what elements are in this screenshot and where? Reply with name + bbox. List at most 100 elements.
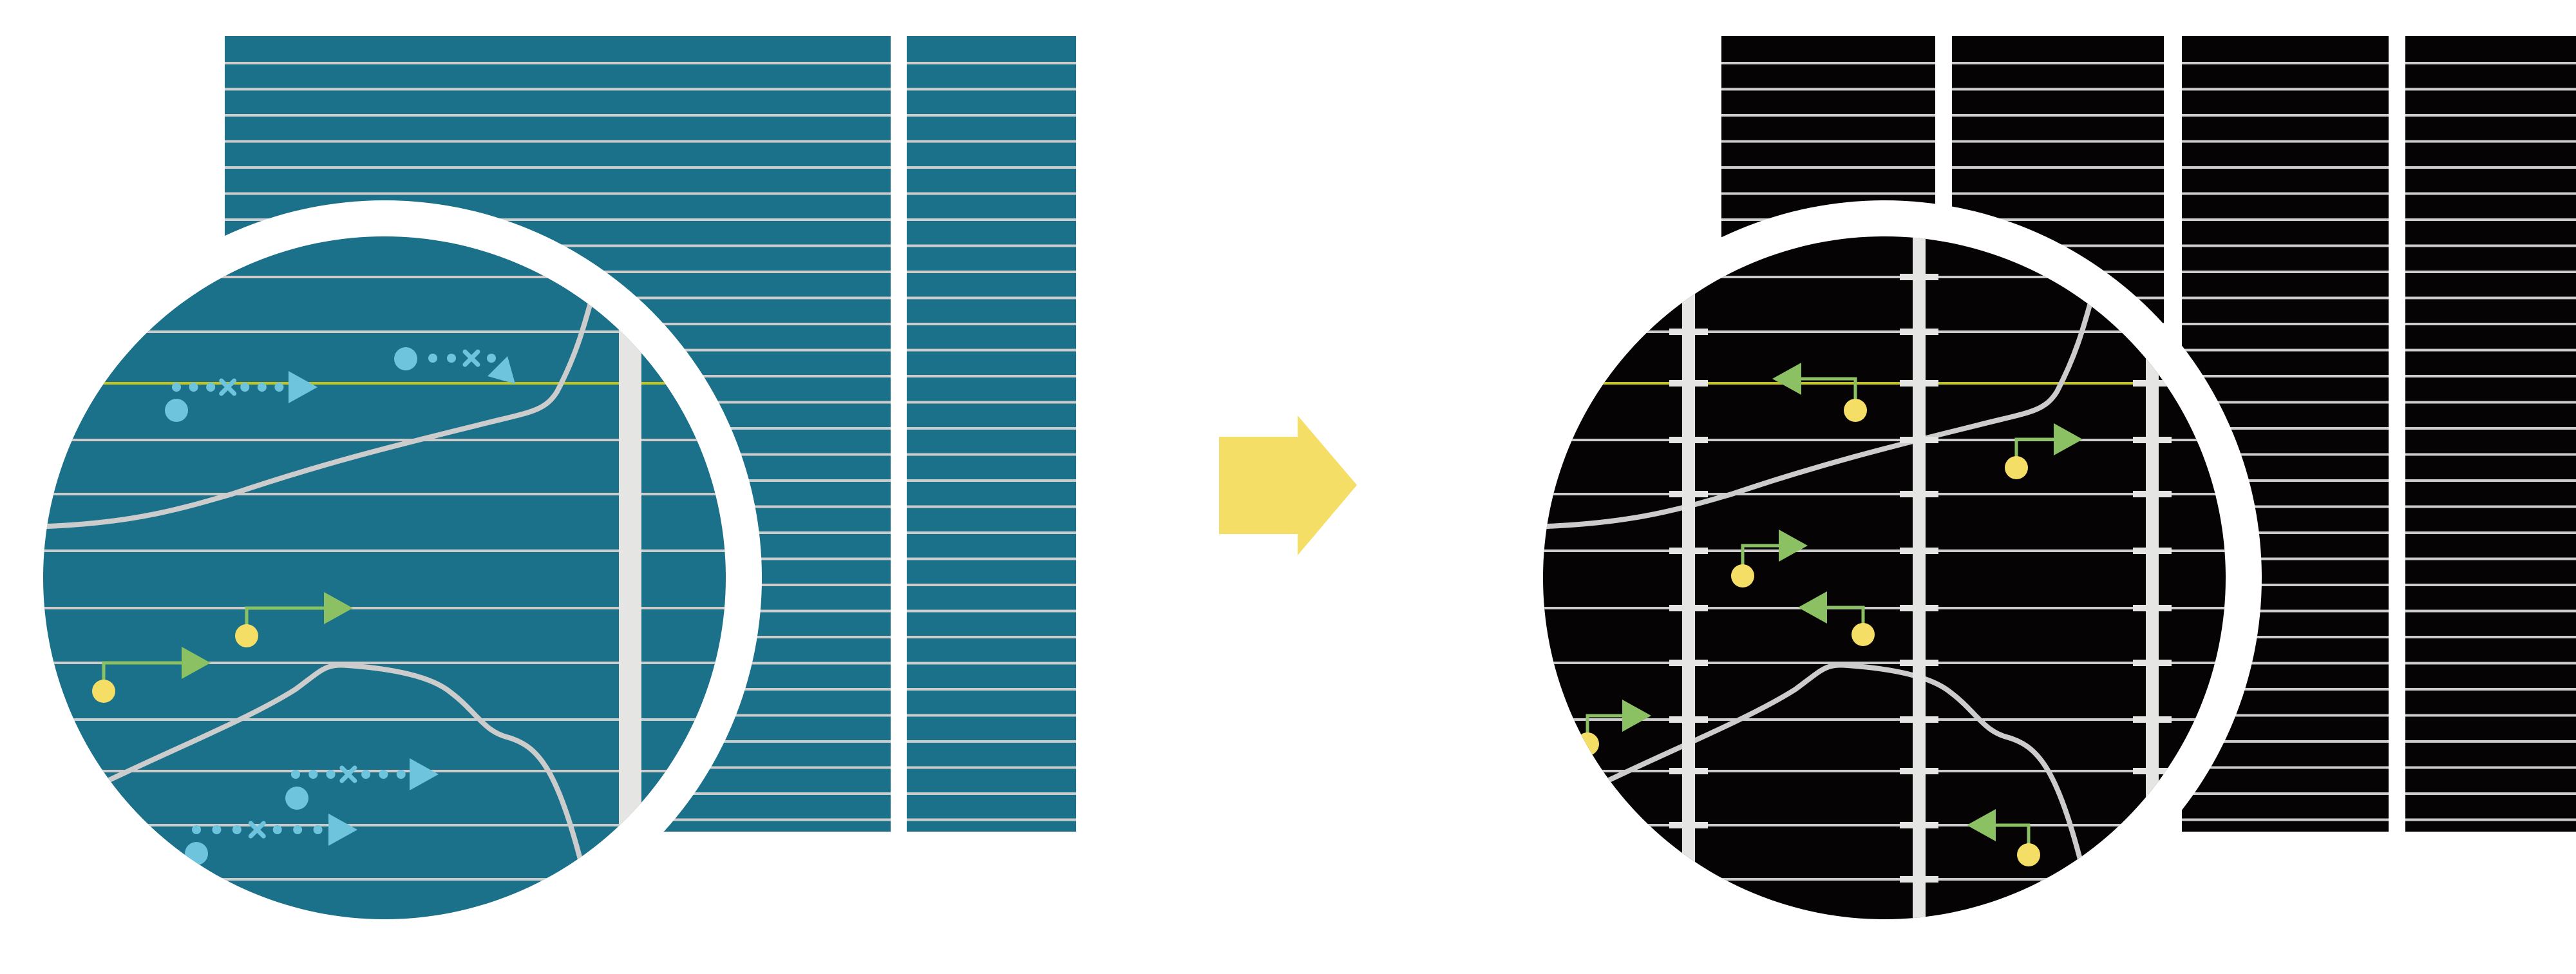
grid-line [2405, 323, 2576, 325]
grid-line [2182, 505, 2389, 508]
grid-line [907, 244, 1076, 247]
panel-column [907, 36, 1076, 832]
arrowhead [410, 758, 439, 790]
trail-dot [379, 770, 388, 779]
divider-tick [1900, 876, 1938, 883]
grid-line [225, 166, 891, 169]
grid-line [2182, 192, 2389, 195]
grid-line [2405, 401, 2576, 404]
grid-line [1543, 878, 2226, 881]
grid-line [2405, 792, 2576, 795]
trail-dot [206, 383, 216, 392]
trail-dot [487, 354, 496, 363]
trail-dot [361, 770, 371, 779]
lower-curve [76, 662, 592, 896]
grid-line [2405, 166, 2576, 169]
grid-line [1721, 166, 1935, 169]
grid-line [1543, 607, 2226, 609]
grid-line [1543, 770, 2226, 772]
trail-dot [313, 825, 323, 834]
trail-dot [232, 825, 242, 834]
divider-tick [1900, 660, 1938, 666]
trail-dot [189, 383, 198, 392]
grid-line [2405, 114, 2576, 117]
arrowhead [2054, 423, 2083, 455]
divider-tick [1900, 768, 1938, 774]
grid-line [907, 688, 1076, 691]
divider-tick [1900, 274, 1938, 280]
grid-line [2182, 88, 2389, 91]
grid-line [2182, 114, 2389, 117]
origin-dot [165, 399, 188, 422]
grid-line [2405, 531, 2576, 534]
grid-line [1543, 276, 2226, 278]
grid-line [2405, 714, 2576, 717]
grid-line [907, 375, 1076, 377]
grid-line [225, 192, 891, 195]
cross-mark [339, 765, 357, 783]
grid-line [907, 166, 1076, 169]
right-arrow-icon [1219, 415, 1357, 555]
arrowhead [1798, 591, 1827, 624]
dotted-arrow-icon [285, 758, 439, 810]
divider-tick [1669, 605, 1708, 611]
grid-line [2405, 244, 2576, 247]
grid-line [2405, 557, 2576, 560]
grid-line [2182, 636, 2389, 638]
grid-line [2405, 740, 2576, 743]
arrowhead [324, 592, 353, 624]
trail-dot [291, 770, 300, 779]
divider-tick [1669, 329, 1708, 335]
grid-line [907, 296, 1076, 300]
grid-line [1721, 62, 1935, 64]
grid-line [1952, 166, 2164, 169]
arrowhead [328, 814, 357, 846]
cross-mark [248, 821, 266, 839]
grid-line [907, 271, 1076, 273]
magnified-background [43, 236, 726, 919]
grid-line [907, 818, 1076, 821]
grid-line [2405, 427, 2576, 430]
yellow-dot [1852, 623, 1875, 646]
trail-dot [192, 825, 201, 834]
highlighted-line [43, 382, 726, 385]
grid-line [1721, 192, 1935, 195]
divider-tick [1669, 716, 1708, 723]
grid-line [2182, 688, 2389, 691]
grid-line [2182, 244, 2389, 247]
divider-tick [1669, 380, 1708, 387]
grid-line [907, 218, 1076, 221]
grid-line [2405, 375, 2576, 377]
highlighted-line [1543, 382, 2226, 385]
grid-line [2405, 584, 2576, 586]
trail-dot [240, 383, 250, 392]
divider-tick [2133, 660, 2172, 666]
grid-line [2405, 766, 2576, 769]
grid-line [1543, 493, 2226, 495]
trail-dot [212, 825, 222, 834]
yellow-dot [2017, 843, 2040, 866]
grid-line [1952, 114, 2164, 117]
grid-line [907, 62, 1076, 64]
pin-arrow-icon [1772, 363, 1867, 422]
grid-line [907, 662, 1076, 665]
divider-tick [1900, 716, 1938, 723]
trail-dot [257, 383, 267, 392]
dotted-arrow-icon [394, 347, 515, 384]
arrowhead [182, 647, 211, 679]
grid-line [2405, 271, 2576, 273]
grid-line [2182, 584, 2389, 586]
trail-dot [428, 354, 437, 363]
grid-line [907, 584, 1076, 586]
grid-line [907, 740, 1076, 743]
trail-dot [172, 383, 181, 392]
divider-tick [2133, 768, 2172, 774]
grid-line [2182, 427, 2389, 430]
grid-line [225, 140, 891, 143]
grid-line [907, 557, 1076, 560]
grid-line [1543, 439, 2226, 441]
yellow-dot [1731, 564, 1754, 587]
divider-tick [2133, 876, 2172, 883]
grid-line [2405, 609, 2576, 613]
